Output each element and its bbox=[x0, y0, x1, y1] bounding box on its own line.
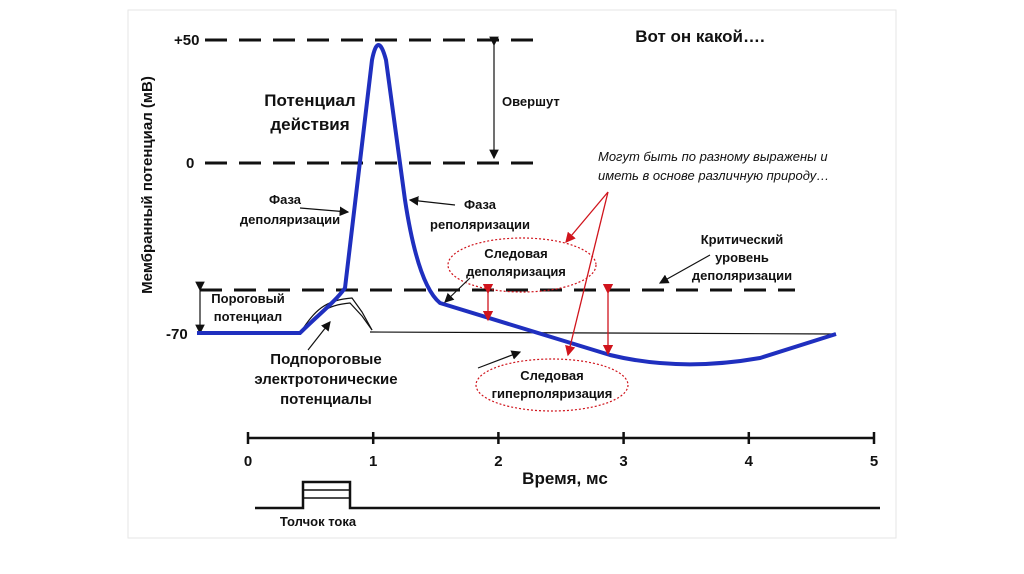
x-tick-label: 1 bbox=[369, 453, 377, 470]
y-axis-label: Мембранный потенциал (мВ) bbox=[139, 76, 156, 294]
x-axis-label: Время, мс bbox=[522, 469, 608, 488]
annotation: деполяризации bbox=[240, 212, 340, 227]
annotation: Овершут bbox=[502, 94, 560, 109]
stimulus-steps bbox=[303, 489, 350, 499]
annotation: действия bbox=[270, 115, 349, 134]
annotation: электротонические bbox=[254, 371, 397, 388]
pointer-arrows bbox=[299, 196, 711, 369]
annotation: деполяризация bbox=[466, 264, 566, 279]
annotation: Фаза bbox=[464, 197, 497, 212]
annotation: потенциал bbox=[214, 309, 282, 324]
annotation: потенциалы bbox=[280, 391, 372, 408]
red-markers bbox=[447, 191, 629, 412]
annotation: Фаза bbox=[269, 192, 302, 207]
slide-title: Вот он какой…. bbox=[635, 27, 764, 46]
x-tick-label: 2 bbox=[494, 453, 502, 470]
annotation: Потенциал bbox=[264, 91, 355, 110]
annotation: уровень bbox=[715, 250, 769, 265]
stimulus-line bbox=[255, 480, 880, 510]
annotation: Следовая bbox=[484, 246, 548, 261]
stimulus-label: Толчок тока bbox=[280, 514, 357, 529]
y-tick: -70 bbox=[166, 326, 188, 343]
annotation: Пороговый bbox=[211, 291, 284, 306]
annotation: деполяризации bbox=[692, 268, 792, 283]
x-tick-label: 4 bbox=[745, 453, 754, 470]
y-tick: 0 bbox=[186, 155, 194, 172]
note: иметь в основе различную природу… bbox=[598, 168, 829, 183]
y-tick: +50 bbox=[174, 32, 199, 49]
annotation: Критический bbox=[701, 232, 784, 247]
action-potential-curve bbox=[197, 43, 837, 367]
x-tick-label: 5 bbox=[870, 453, 878, 470]
note: Могут быть по разному выражены и bbox=[598, 149, 828, 164]
annotation: Подпороговые bbox=[270, 351, 381, 368]
x-tick-label: 3 bbox=[619, 453, 627, 470]
figure-frame bbox=[127, 9, 897, 539]
x-ticks: 0 1 2 3 4 5 bbox=[244, 432, 878, 470]
annotation: гиперполяризация bbox=[492, 386, 613, 401]
annotation: Следовая bbox=[520, 368, 584, 383]
annotation: реполяризации bbox=[430, 217, 530, 232]
x-tick-label: 0 bbox=[244, 453, 252, 470]
